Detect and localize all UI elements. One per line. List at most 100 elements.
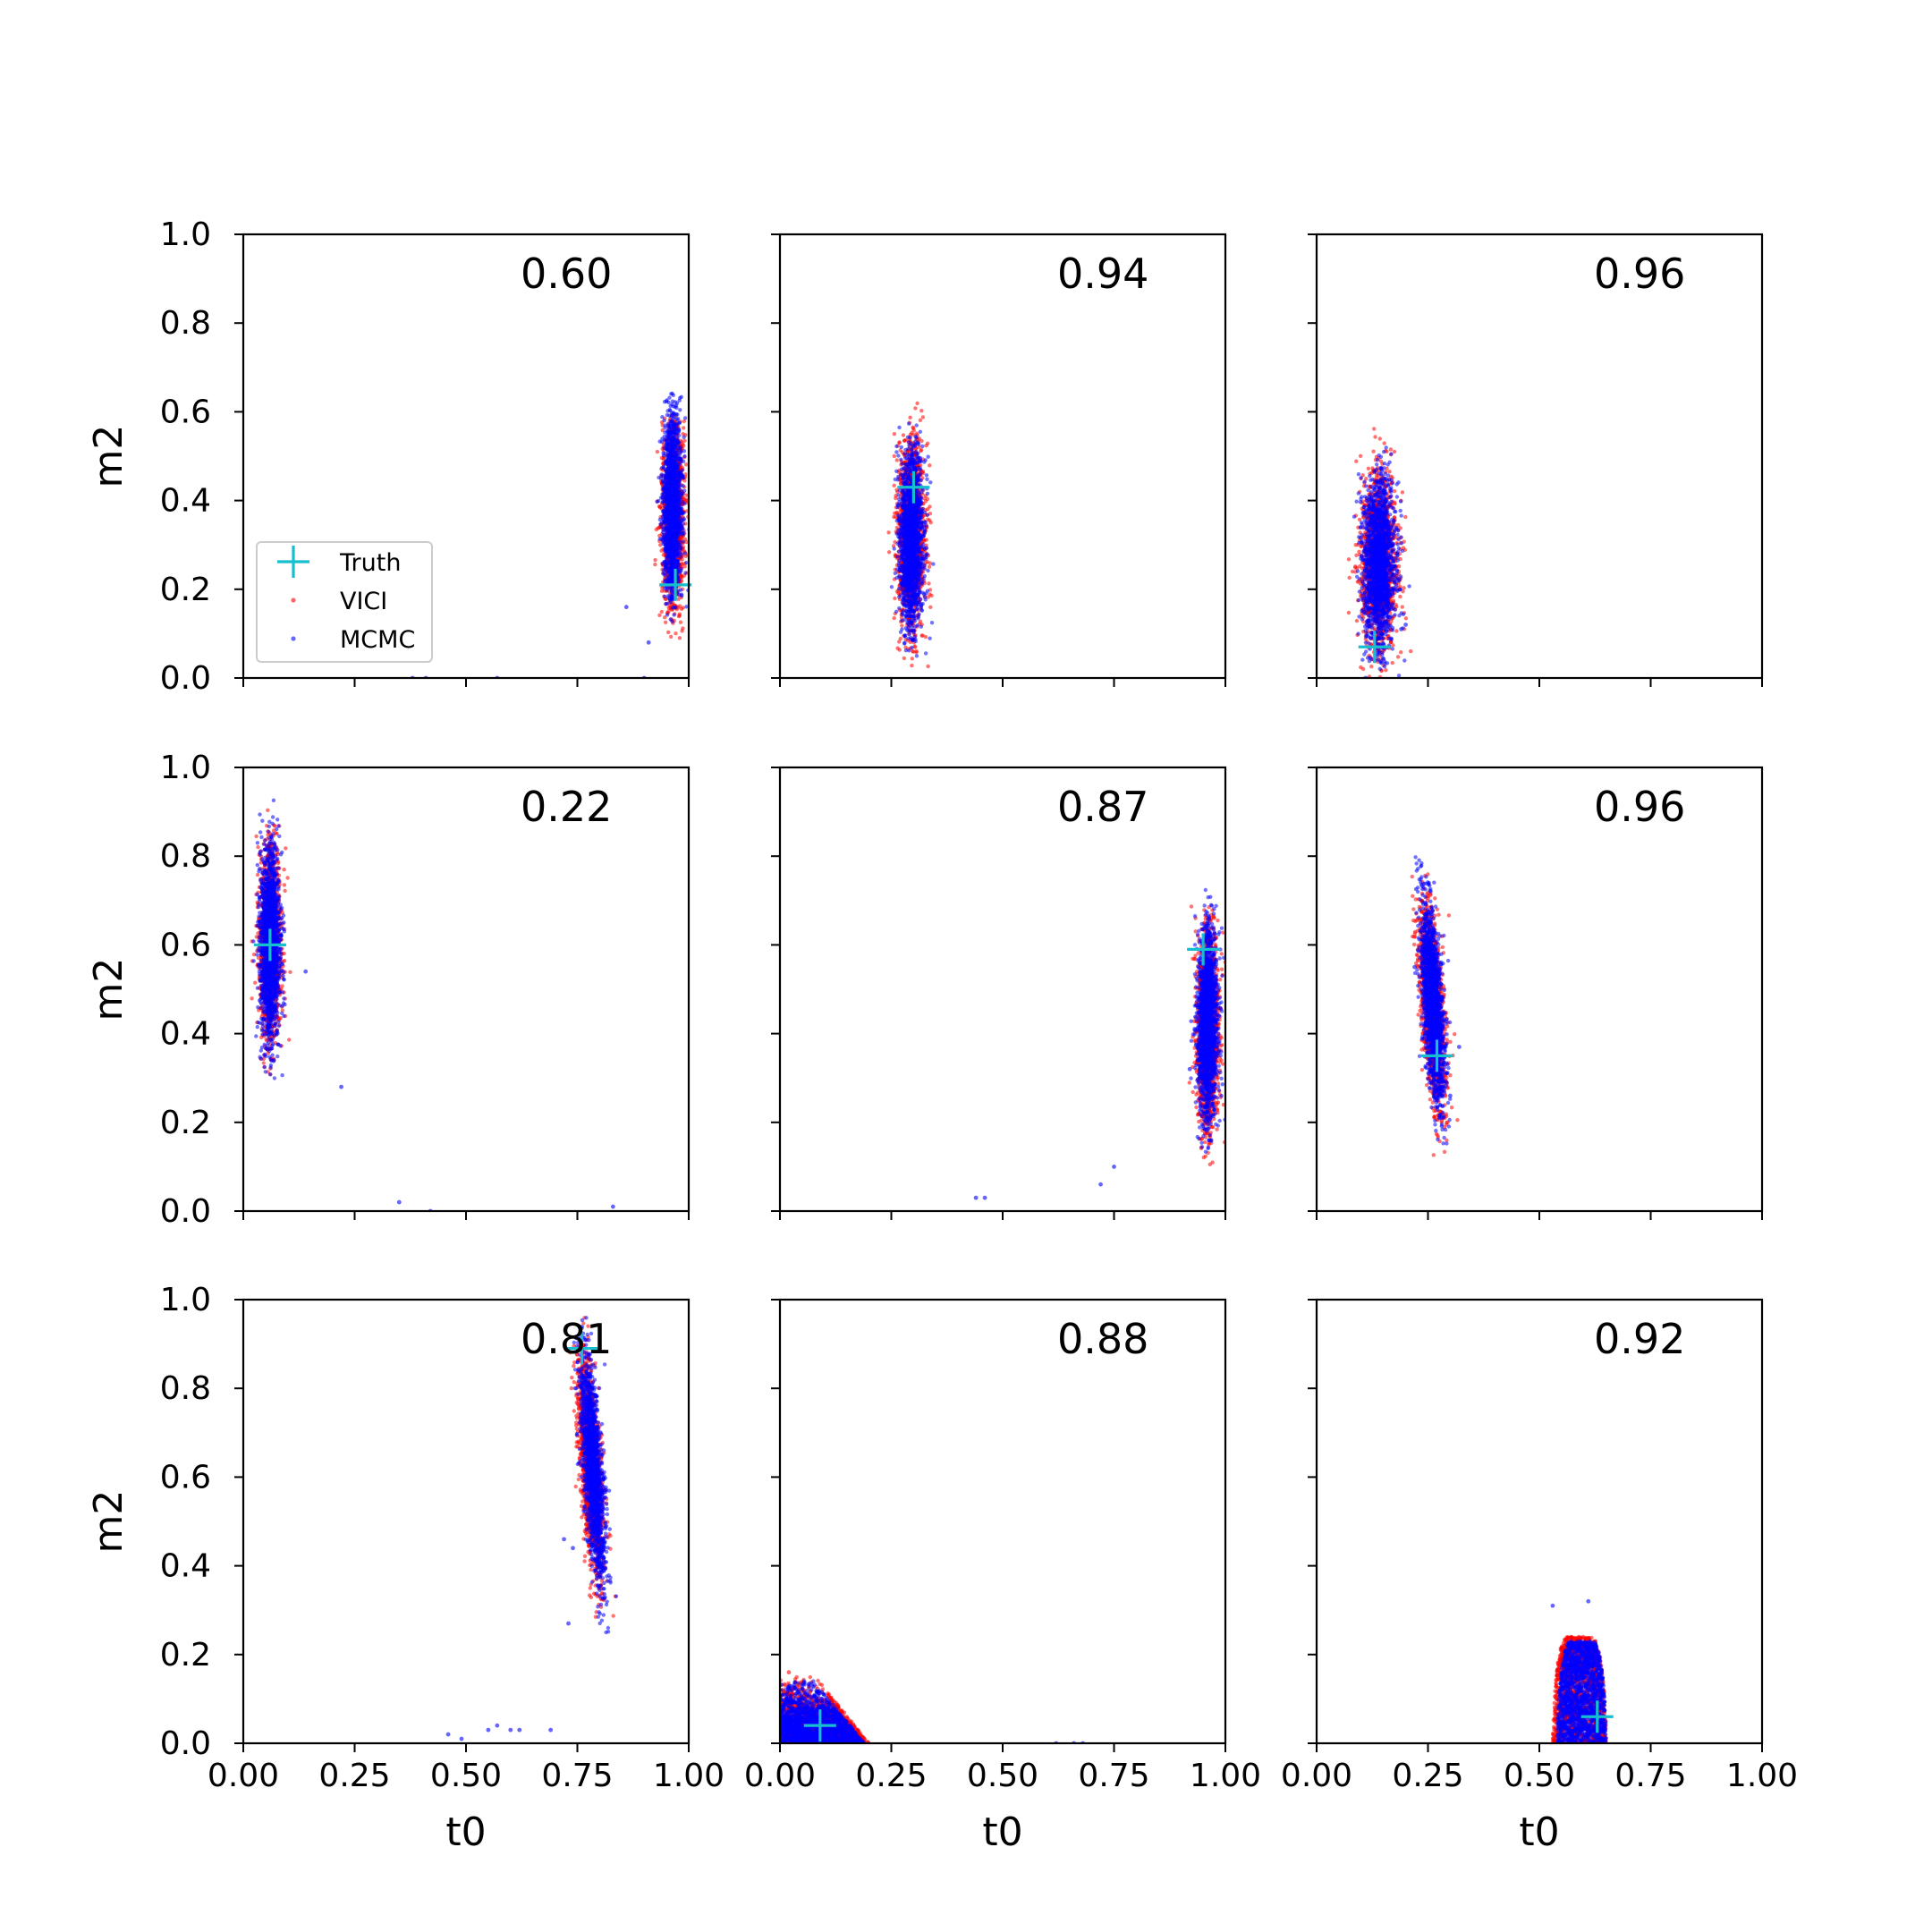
vici-point (886, 550, 892, 555)
mcmc-point (681, 491, 685, 496)
mcmc-point (929, 621, 935, 625)
mcmc-point (671, 425, 675, 429)
mcmc-point (677, 546, 682, 550)
mcmc-point (893, 571, 897, 576)
vici-point (684, 493, 689, 497)
mcmc-point (682, 435, 686, 439)
mcmc-point (671, 393, 675, 397)
vici-point (691, 521, 695, 525)
mcmc-point (672, 613, 676, 617)
vici-point (657, 613, 662, 617)
vici-point (929, 593, 934, 598)
mcmc-point (665, 441, 669, 445)
mcmc-point (907, 421, 911, 426)
truth-marker (659, 568, 692, 601)
mcmc-point (926, 454, 930, 459)
mcmc-point (670, 454, 674, 460)
legend-label-vici: VICI (340, 588, 387, 615)
vici-point (926, 595, 931, 599)
mcmc-point (662, 513, 666, 517)
vici-point (918, 463, 923, 468)
vici-point (898, 636, 902, 641)
mcmc-point (680, 512, 685, 516)
mcmc-point (660, 480, 665, 485)
mcmc-point (673, 474, 678, 479)
vici-point (908, 432, 913, 437)
mcmc-point (679, 450, 683, 454)
mcmc-point (671, 605, 676, 610)
mcmc-point (678, 477, 682, 481)
mcmc-point (924, 473, 929, 478)
mcmc-points (655, 391, 689, 624)
mcmc-point (663, 462, 668, 466)
mcmc-point (663, 430, 667, 435)
vici-point (657, 505, 663, 510)
mcmc-point (666, 465, 671, 470)
mcmc-point (672, 478, 676, 482)
mcmc-outlier (623, 605, 629, 610)
mcmc-point (674, 564, 679, 569)
mcmc-point (668, 433, 673, 437)
mcmc-point (665, 523, 671, 528)
mcmc-point (672, 552, 676, 556)
mcmc-point (674, 544, 679, 549)
vici-point (894, 487, 899, 492)
mcmc-point (668, 485, 674, 490)
y-tick-label: 1.0 (160, 216, 211, 253)
vici-point (919, 409, 924, 413)
vici-point (892, 432, 897, 436)
mcmc-point (666, 482, 672, 487)
mcmc-point (664, 476, 668, 480)
y-tick-label: 0.4 (160, 483, 211, 520)
mcmc-point (664, 544, 668, 548)
legend-label-truth: Truth (339, 549, 401, 577)
mcmc-point (907, 648, 911, 653)
mcmc-point (679, 592, 684, 597)
mcmc-point (668, 617, 673, 622)
mcmc-point (682, 488, 687, 493)
mcmc-point (673, 430, 678, 435)
mcmc-point (675, 559, 680, 564)
mcmc-point (679, 506, 683, 512)
vici-point (677, 614, 682, 618)
vici-point (894, 458, 899, 462)
vici-point (923, 634, 928, 640)
mcmc-point (668, 564, 674, 569)
vici-point (918, 418, 923, 422)
vici-point (915, 401, 919, 406)
mcmc-point (675, 417, 681, 421)
vici-point (886, 530, 891, 535)
mcmc-point (662, 594, 666, 598)
mcmc-point (674, 521, 678, 527)
mcmc-point (663, 586, 667, 590)
mcmc-point (671, 557, 675, 562)
vici-point (928, 518, 932, 522)
mcmc-point (678, 515, 682, 521)
vici-point (927, 564, 932, 569)
legend-box (256, 541, 433, 663)
vici-point (926, 664, 930, 669)
mcmc-point (670, 522, 674, 527)
mcmc-point (672, 519, 676, 523)
mcmc-point (671, 420, 675, 425)
mcmc-point (668, 560, 673, 565)
mcmc-point (894, 444, 899, 449)
mcmc-point (678, 502, 682, 506)
vici-point (925, 441, 930, 445)
vici-point (928, 605, 933, 609)
mcmc-point (667, 490, 673, 495)
mcmc-point (667, 544, 672, 549)
vici-point (902, 656, 906, 661)
mcmc-point (682, 449, 687, 453)
vici-point (927, 581, 931, 586)
vici-point (658, 543, 663, 547)
mcmc-point (910, 645, 914, 650)
mcmc-point (676, 433, 682, 438)
mcmc-point (668, 586, 673, 590)
mcmc-point (676, 486, 682, 490)
vici-point (917, 445, 921, 449)
mcmc-point (657, 439, 662, 444)
mcmc-point (666, 535, 671, 539)
mcmc-point (681, 539, 686, 544)
